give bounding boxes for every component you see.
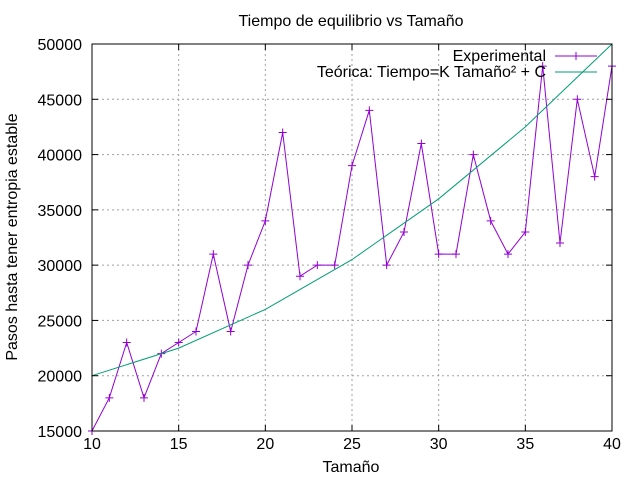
data-point [400, 227, 408, 236]
data-point [105, 393, 114, 402]
axis-ticks: 10 15 20 25 30 35 40 15000 20000 25000 30000 35000 4… [38, 37, 622, 453]
series-line-1 [91, 43, 613, 377]
x-axis-label: Tamaño [323, 459, 380, 476]
data-point [538, 62, 547, 71]
data-point [417, 139, 426, 148]
x-tick-label: 15 [170, 436, 188, 453]
data-point [192, 327, 200, 336]
legend-marker-experimental [572, 52, 580, 60]
y-tick-label: 20000 [38, 369, 83, 386]
data-point [590, 172, 599, 181]
data-point [261, 216, 270, 225]
data-point [209, 250, 218, 259]
grid [92, 44, 612, 431]
data-point [434, 250, 443, 259]
y-tick-label: 15000 [38, 424, 83, 441]
x-tick-label: 25 [343, 436, 361, 453]
data-point [382, 261, 391, 270]
legend-label-teorica: Teórica: Tiempo=K Tamaño² + C [317, 64, 546, 81]
data-point [452, 250, 460, 259]
x-tick-label: 10 [83, 436, 101, 453]
x-tick-label: 20 [256, 436, 274, 453]
y-tick-label: 40000 [38, 148, 83, 165]
data-point [278, 128, 287, 137]
y-tick-label: 35000 [38, 203, 83, 220]
data-point [296, 272, 304, 281]
y-tick-label: 50000 [38, 37, 83, 54]
data-point [226, 327, 235, 336]
y-tick-label: 25000 [38, 313, 83, 330]
y-axis-label: Pasos hasta tener entropia estable [4, 113, 21, 360]
data-point [244, 261, 252, 270]
data-point [313, 261, 322, 270]
data-point [122, 338, 131, 347]
plot-border [91, 43, 613, 432]
x-tick-label: 35 [516, 436, 534, 453]
data-point [556, 239, 564, 248]
data-point [573, 95, 582, 104]
legend: Experimental Teórica: Tiempo=K Tamaño² +… [317, 48, 597, 81]
data-point [330, 261, 339, 270]
x-tick-label: 40 [603, 436, 621, 453]
y-tick-label: 30000 [38, 258, 83, 275]
legend-label-experimental: Experimental [453, 48, 546, 65]
y-tick-label: 45000 [38, 92, 83, 109]
data-point [504, 250, 512, 259]
data-point [348, 161, 356, 170]
data-point [140, 393, 148, 402]
data-point [486, 216, 495, 225]
x-tick-label: 30 [430, 436, 448, 453]
chart-title: Tiempo de equilibrio vs Tamaño [238, 13, 463, 30]
data-point [469, 150, 478, 159]
data-point [365, 106, 374, 115]
data-point [174, 338, 183, 347]
series-layer [88, 43, 616, 435]
data-point [521, 227, 530, 236]
